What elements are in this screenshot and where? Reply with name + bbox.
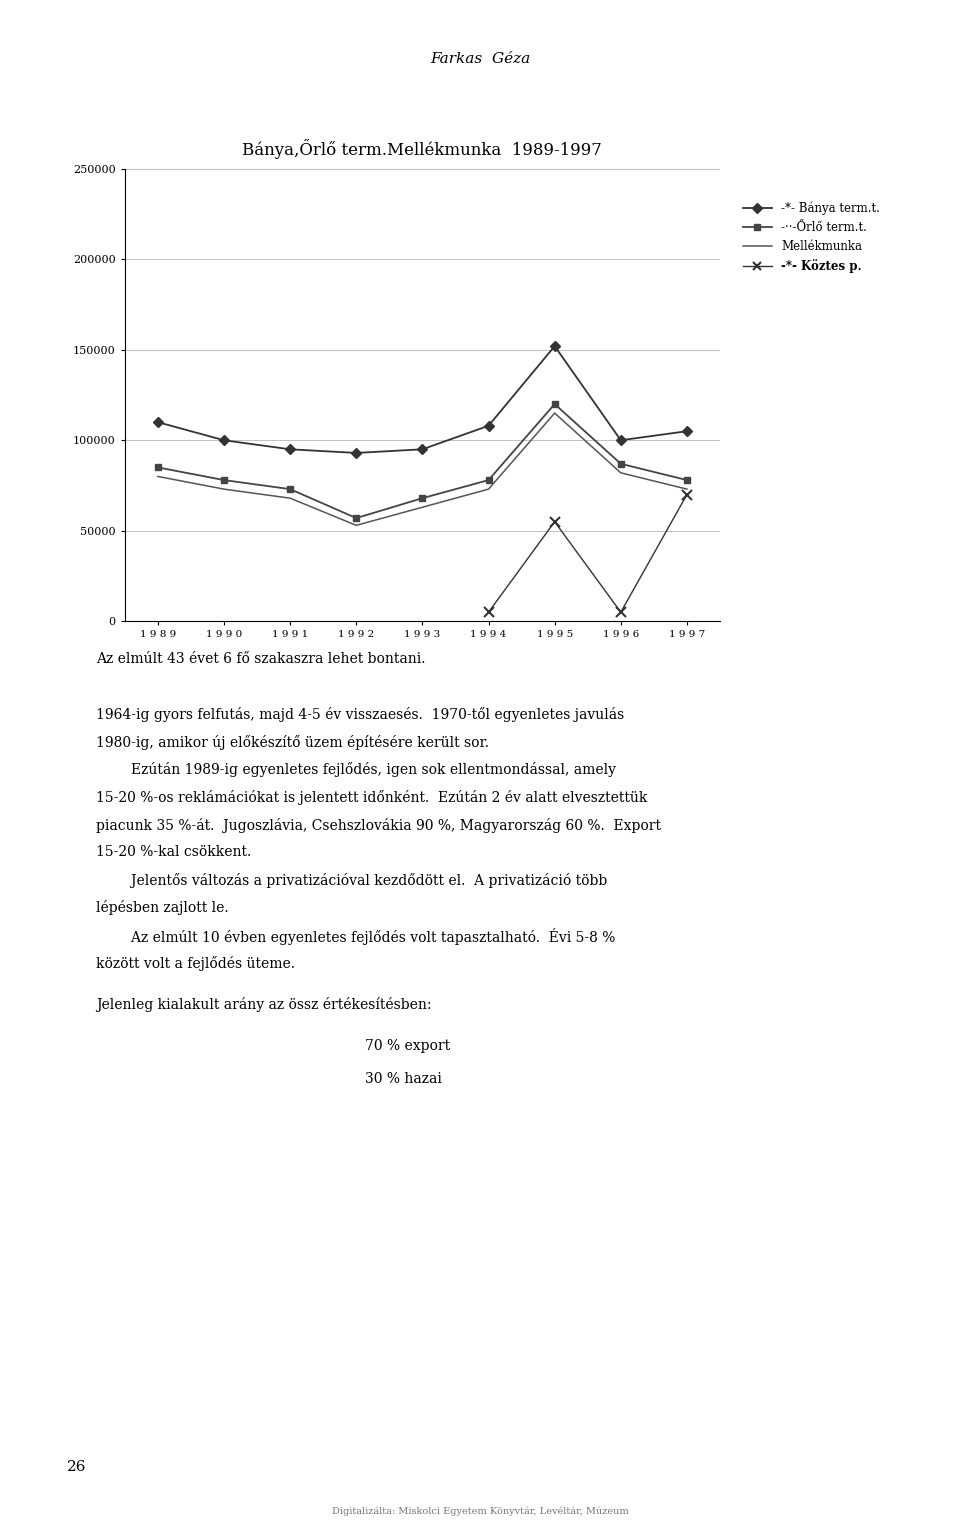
Text: Jelenleg kialakult arány az össz értékesítésben:: Jelenleg kialakult arány az össz értékes… xyxy=(96,997,431,1012)
Text: lépésben zajlott le.: lépésben zajlott le. xyxy=(96,900,228,916)
Text: 15-20 %-kal csökkent.: 15-20 %-kal csökkent. xyxy=(96,845,252,859)
Legend: -*- Bánya term.t., -··-Őrlő term.t., Mellékmunka, -*- Köztes p.: -*- Bánya term.t., -··-Őrlő term.t., Mel… xyxy=(738,198,885,278)
Text: 1980-ig, amikor új előkészítő üzem építésére került sor.: 1980-ig, amikor új előkészítő üzem építé… xyxy=(96,735,489,750)
Text: 30 % hazai: 30 % hazai xyxy=(365,1072,442,1086)
Title: Bánya,Őrlő term.Mellékmunka  1989-1997: Bánya,Őrlő term.Mellékmunka 1989-1997 xyxy=(243,140,602,160)
Text: Farkas  Géza: Farkas Géza xyxy=(430,52,530,66)
Text: 1964-ig gyors felfutás, majd 4-5 év visszaesés.  1970-től egyenletes javulás: 1964-ig gyors felfutás, majd 4-5 év viss… xyxy=(96,707,624,723)
Text: Ezútán 1989-ig egyenletes fejlődés, igen sok ellentmondással, amely: Ezútán 1989-ig egyenletes fejlődés, igen… xyxy=(96,762,616,778)
Text: Az elmúlt 10 évben egyenletes fejlődés volt tapasztalható.  Évi 5-8 %: Az elmúlt 10 évben egyenletes fejlődés v… xyxy=(96,928,615,945)
Text: között volt a fejlődés üteme.: között volt a fejlődés üteme. xyxy=(96,956,295,971)
Text: 15-20 %-os reklámációkat is jelentett időnként.  Ezútán 2 év alatt elvesztettük: 15-20 %-os reklámációkat is jelentett id… xyxy=(96,790,647,805)
Text: Jelentős változás a privatizációval kezdődött el.  A privatizáció több: Jelentős változás a privatizációval kezd… xyxy=(96,873,608,888)
Text: 26: 26 xyxy=(67,1460,86,1474)
Text: Az elmúlt 43 évet 6 fő szakaszra lehet bontani.: Az elmúlt 43 évet 6 fő szakaszra lehet b… xyxy=(96,652,425,666)
Text: 70 % export: 70 % export xyxy=(365,1039,450,1052)
Text: Digitalizálta: Miskolci Egyetem Könyvtár, Levéltár, Múzeum: Digitalizálta: Miskolci Egyetem Könyvtár… xyxy=(331,1506,629,1516)
Text: piacunk 35 %-át.  Jugoszlávia, Csehszlovákia 90 %, Magyarország 60 %.  Export: piacunk 35 %-át. Jugoszlávia, Csehszlová… xyxy=(96,818,661,833)
